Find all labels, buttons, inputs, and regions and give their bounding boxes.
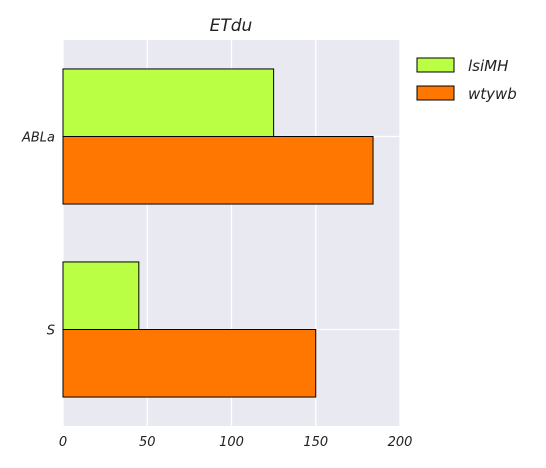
bar-wtywb-ABLa: [62, 136, 374, 205]
y-tick-labels: ABLa S: [21, 131, 55, 339]
x-tick-label: 0: [59, 435, 67, 450]
legend-label-lsiMH: lsiMH: [468, 57, 508, 75]
bars: [62, 68, 374, 398]
chart-title: ETdu: [210, 16, 253, 36]
y-tick-label: ABLa: [21, 131, 55, 146]
legend-label-wtywb: wtywb: [468, 85, 517, 103]
x-tick-label: 150: [303, 435, 328, 450]
legend-swatch-lsiMH: [416, 57, 455, 73]
legend-swatch-wtywb: [416, 85, 455, 101]
x-tick-label: 50: [139, 435, 156, 450]
legend: lsiMH wtywb: [416, 57, 517, 103]
x-tick-labels: 0 50 100 150 200: [59, 435, 413, 450]
x-tick-label: 100: [219, 435, 244, 450]
bar-lsiMH-S: [62, 261, 140, 331]
bar-lsiMH-ABLa: [62, 68, 275, 137]
x-tick-label: 200: [388, 435, 413, 450]
y-tick-label: S: [47, 324, 55, 339]
bar-wtywb-S: [62, 329, 317, 398]
